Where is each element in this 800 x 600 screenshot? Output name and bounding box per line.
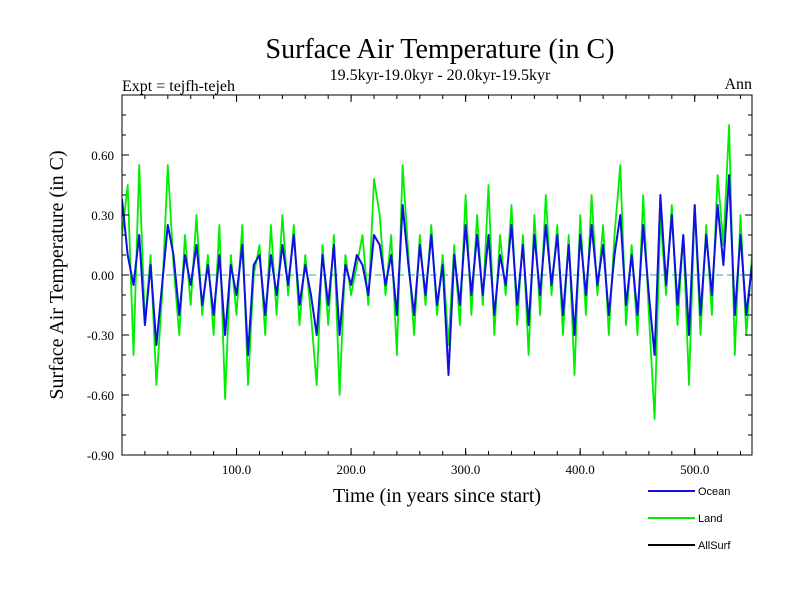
- y-tick-label: 0.00: [91, 268, 114, 283]
- legend-label-allsurf: AllSurf: [698, 540, 731, 552]
- expt-label: Expt = tejfh-tejeh: [122, 78, 235, 95]
- season-label: Ann: [724, 76, 752, 93]
- x-tick-label: 500.0: [680, 462, 709, 477]
- chart-subtitle: 19.5kyr-19.0kyr - 20.0kyr-19.5kyr: [330, 67, 551, 84]
- legend: Ocean Land AllSurf: [648, 486, 731, 552]
- legend-label-land: Land: [698, 513, 722, 525]
- y-axis-label: Surface Air Temperature (in C): [46, 150, 68, 399]
- series-group: [122, 124, 752, 420]
- x-tick-label: 200.0: [336, 462, 365, 477]
- chart-title: Surface Air Temperature (in C): [266, 34, 615, 65]
- x-tick-label: 400.0: [566, 462, 595, 477]
- series-line-ocean: [122, 174, 752, 376]
- y-tick-label: 0.30: [91, 208, 114, 223]
- y-tick-label: -0.90: [87, 448, 114, 463]
- x-axis-label: Time (in years since start): [333, 485, 541, 507]
- x-axis: 100.0 200.0 300.0 400.0 500.0: [144, 95, 742, 477]
- y-tick-label: -0.30: [87, 328, 114, 343]
- y-axis: -0.90 -0.60 -0.30 0.00 0.30 0.60: [87, 94, 752, 463]
- x-tick-label: 100.0: [222, 462, 251, 477]
- legend-label-ocean: Ocean: [698, 486, 730, 498]
- y-tick-label: -0.60: [87, 388, 114, 403]
- x-tick-label: 300.0: [451, 462, 480, 477]
- y-tick-label: 0.60: [91, 148, 114, 163]
